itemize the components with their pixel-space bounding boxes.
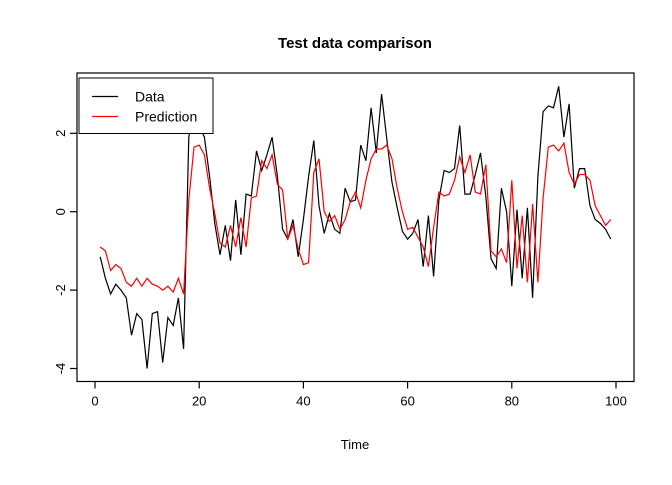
x-tick-label: 0 [91,394,98,409]
legend-box: Data Prediction [78,77,214,134]
x-tick-label: 40 [296,394,310,409]
y-tick-label: -2 [53,284,68,296]
y-tick-label: 0 [53,208,68,215]
plot-border [76,72,635,383]
y-tick-label: -4 [53,363,68,375]
y-axis: -4 -2 0 2 [53,130,77,375]
x-axis-title: Time [341,437,369,452]
x-tick-label: 20 [192,394,206,409]
legend-border [78,77,214,134]
legend-label-data: Data [135,89,165,105]
x-axis: 0 20 40 60 80 100 [91,381,627,409]
chart-title: Test data comparison [278,35,432,52]
prediction-series-line [99,141,612,295]
x-tick-label: 80 [505,394,519,409]
data-series-line [99,86,612,369]
y-tick-label: 2 [53,130,68,137]
legend-label-prediction: Prediction [135,109,197,125]
series-group [99,86,612,369]
x-tick-label: 60 [400,394,414,409]
x-tick-label: 100 [605,394,627,409]
